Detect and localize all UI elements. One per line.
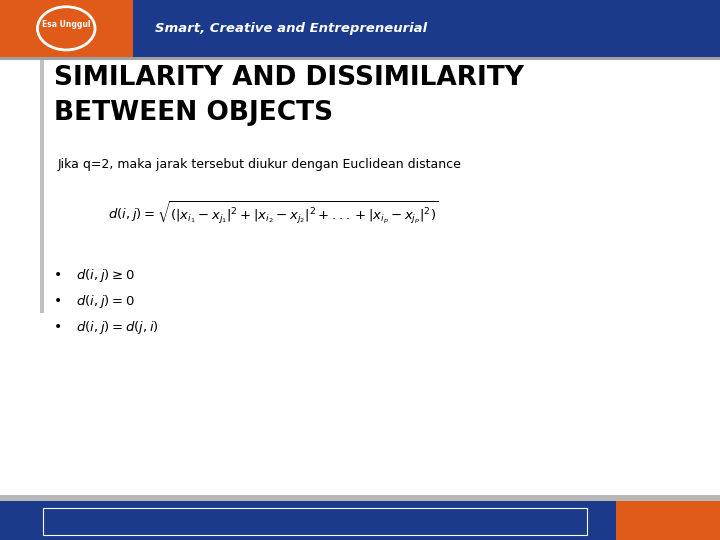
FancyBboxPatch shape — [0, 57, 720, 60]
FancyBboxPatch shape — [0, 60, 720, 496]
Text: •: • — [53, 320, 62, 334]
FancyBboxPatch shape — [0, 0, 133, 57]
Text: Smart, Creative and Entrepreneurial: Smart, Creative and Entrepreneurial — [155, 22, 427, 35]
Text: BETWEEN OBJECTS: BETWEEN OBJECTS — [54, 100, 333, 126]
Text: •: • — [53, 268, 62, 282]
Text: •: • — [53, 294, 62, 308]
Text: Jika q=2, maka jarak tersebut diukur dengan Euclidean distance: Jika q=2, maka jarak tersebut diukur den… — [58, 158, 462, 171]
Text: $d(i,j) \geq 0$: $d(i,j) \geq 0$ — [76, 267, 134, 284]
Text: $d(i,j) = 0$: $d(i,j) = 0$ — [76, 293, 134, 310]
FancyBboxPatch shape — [133, 0, 720, 57]
FancyBboxPatch shape — [0, 495, 720, 501]
Text: $d(i,j)=d(j,i)$: $d(i,j)=d(j,i)$ — [76, 319, 158, 336]
Text: Esa Unggul: Esa Unggul — [42, 19, 91, 29]
FancyBboxPatch shape — [616, 501, 720, 540]
Text: SIMILARITY AND DISSIMILARITY: SIMILARITY AND DISSIMILARITY — [54, 65, 524, 91]
FancyBboxPatch shape — [0, 501, 616, 540]
FancyBboxPatch shape — [40, 60, 44, 313]
Text: $d(i,j)= \sqrt{(|x_{i_1} - x_{j_1}|^2 +|x_{i_2} - x_{j_2}|^2 +...+|x_{i_p} - x_{: $d(i,j)= \sqrt{(|x_{i_1} - x_{j_1}|^2 +|… — [108, 200, 439, 226]
